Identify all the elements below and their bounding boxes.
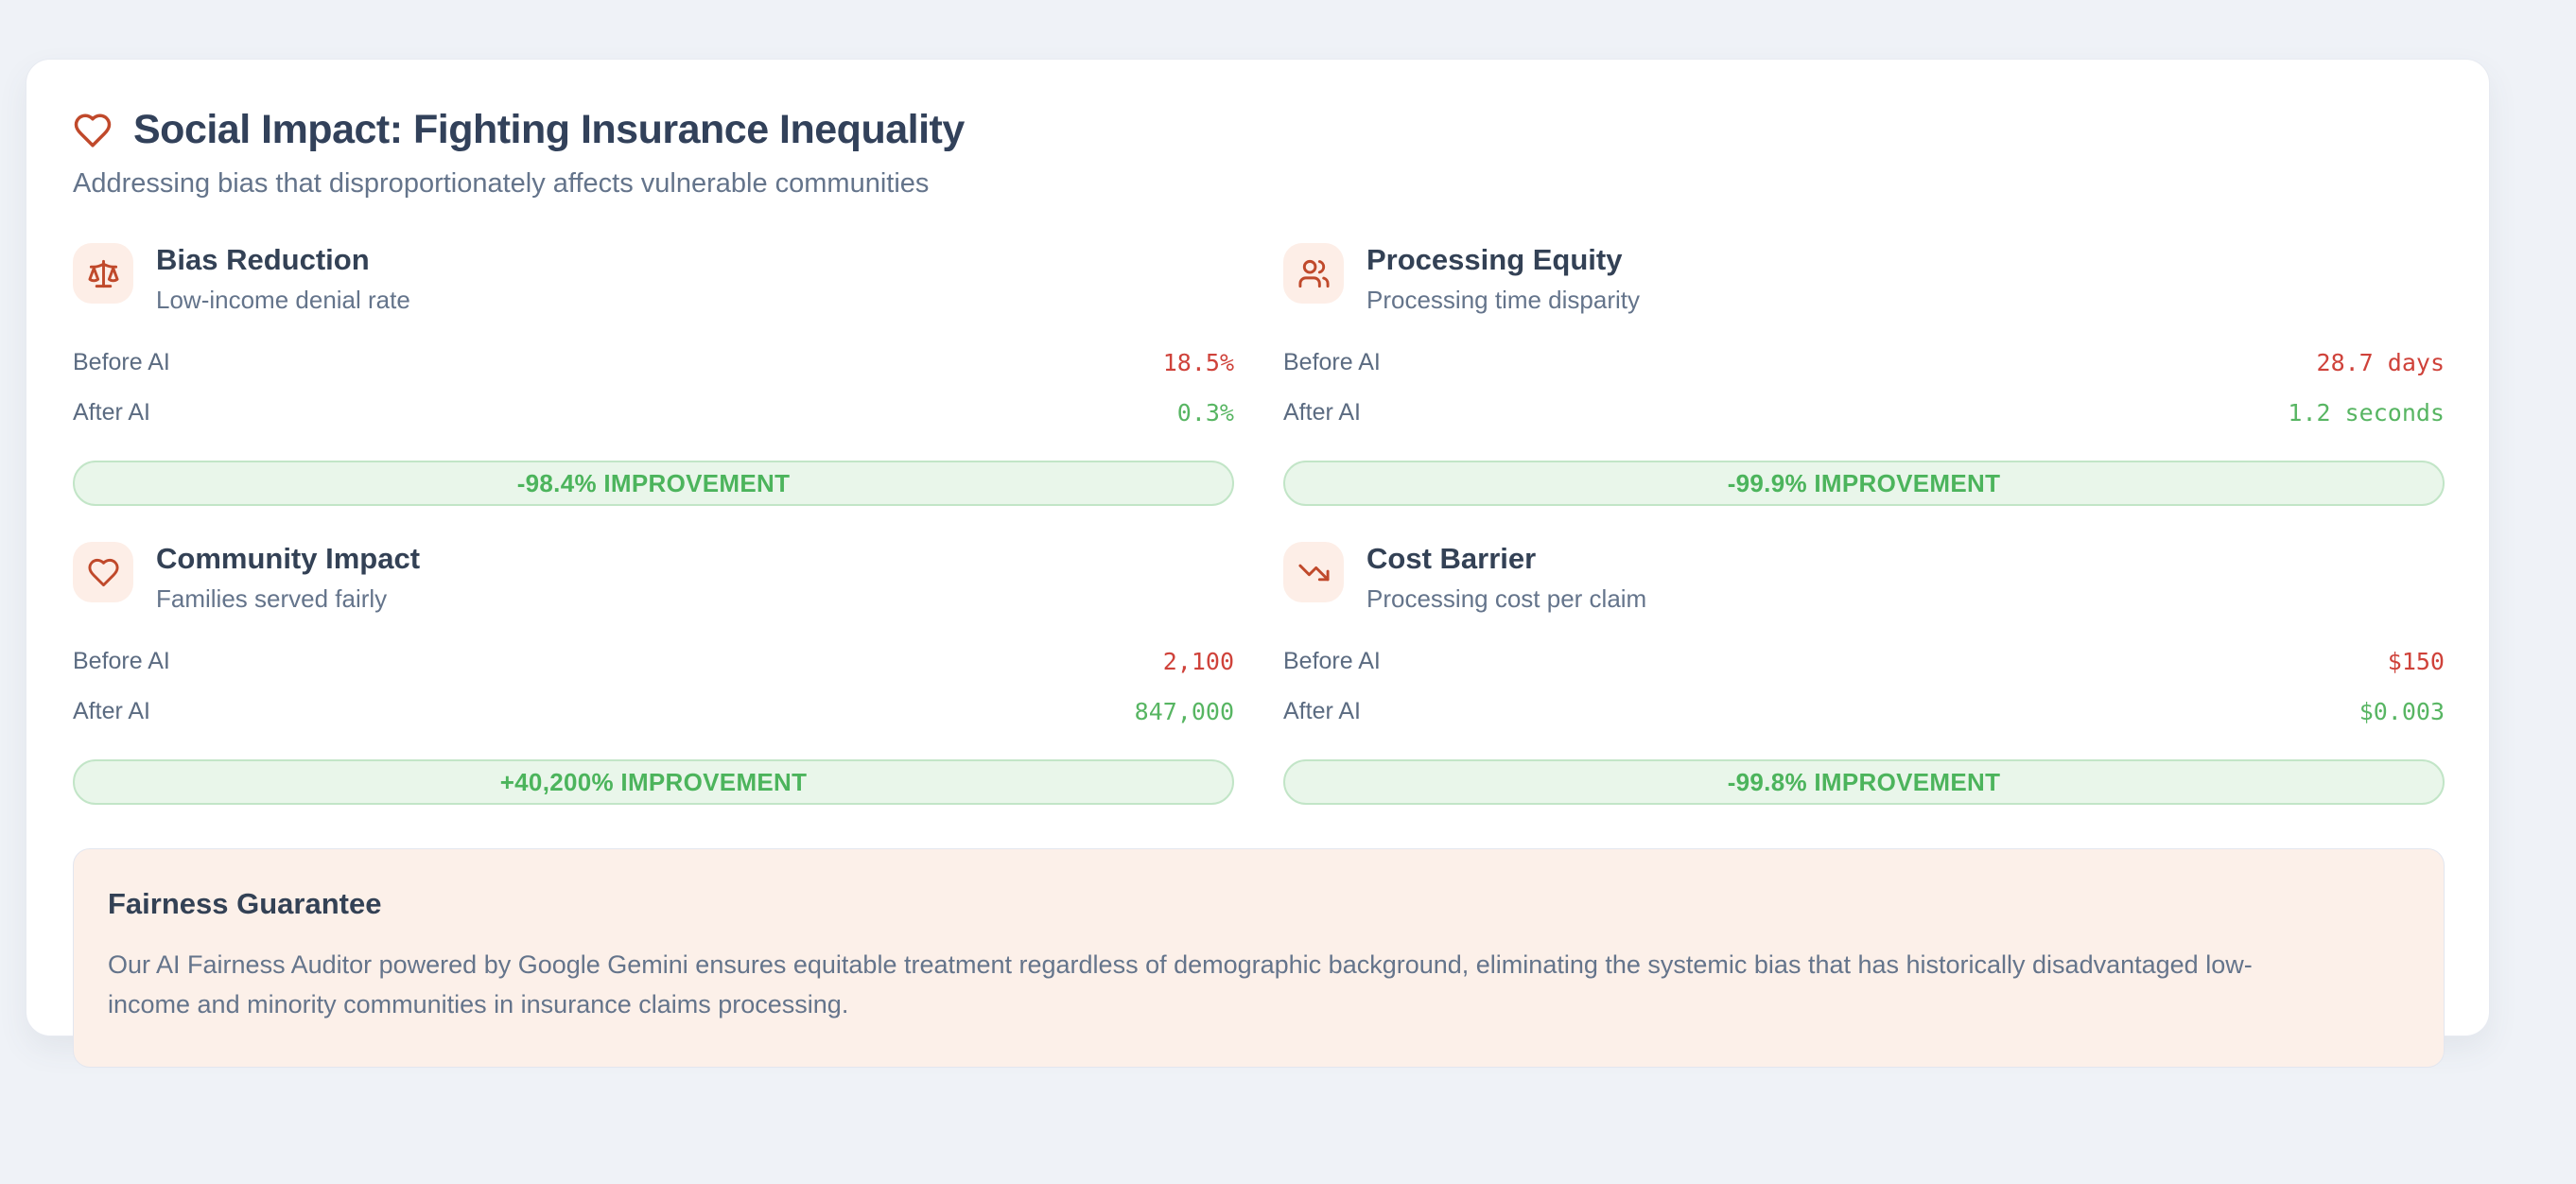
after-ai-label: After AI [1283, 698, 1361, 724]
metric-title: Processing Equity [1366, 243, 1623, 276]
fairness-guarantee-box: Fairness Guarantee Our AI Fairness Audit… [73, 848, 2445, 1068]
metric-subtitle: Processing cost per claim [1366, 584, 1647, 613]
metric-card-cost-barrier: Cost Barrier Processing cost per claim B… [1283, 542, 2445, 805]
after-ai-row: After AI 0.3% [73, 388, 1234, 438]
page-title: Social Impact: Fighting Insurance Inequa… [133, 107, 965, 152]
users-icon [1283, 243, 1344, 304]
fairness-guarantee-title: Fairness Guarantee [108, 887, 382, 920]
before-ai-label: Before AI [1283, 349, 1381, 375]
before-ai-row: Before AI 28.7 days [1283, 338, 2445, 388]
metric-title: Cost Barrier [1366, 542, 1537, 575]
before-ai-row: Before AI $150 [1283, 636, 2445, 687]
before-ai-value: 2,100 [1162, 648, 1234, 675]
before-ai-value: 28.7 days [2316, 349, 2445, 376]
after-ai-label: After AI [1283, 399, 1361, 426]
improvement-badge: -99.9% IMPROVEMENT [1283, 461, 2445, 506]
after-ai-value: 0.3% [1176, 399, 1234, 427]
social-impact-panel: Social Impact: Fighting Insurance Inequa… [26, 59, 2490, 1068]
before-ai-label: Before AI [73, 648, 170, 674]
improvement-badge: +40,200% IMPROVEMENT [73, 759, 1234, 805]
before-ai-label: Before AI [73, 349, 170, 375]
metric-card-bias-reduction: Bias Reduction Low-income denial rate Be… [73, 243, 1234, 506]
metric-card-processing-equity: Processing Equity Processing time dispar… [1283, 243, 2445, 506]
page-header: Social Impact: Fighting Insurance Inequa… [73, 107, 2445, 200]
metrics-grid: Bias Reduction Low-income denial rate Be… [73, 243, 2445, 805]
improvement-badge: -98.4% IMPROVEMENT [73, 461, 1234, 506]
before-ai-value: $150 [2387, 648, 2445, 675]
metric-title: Community Impact [156, 542, 421, 575]
before-ai-value: 18.5% [1162, 349, 1234, 376]
after-ai-row: After AI $0.003 [1283, 687, 2445, 737]
trending-down-icon [1283, 542, 1344, 602]
before-ai-row: Before AI 18.5% [73, 338, 1234, 388]
metric-title: Bias Reduction [156, 243, 370, 276]
after-ai-row: After AI 847,000 [73, 687, 1234, 737]
metric-subtitle: Families served fairly [156, 584, 388, 613]
improvement-badge: -99.8% IMPROVEMENT [1283, 759, 2445, 805]
metric-card-community-impact: Community Impact Families served fairly … [73, 542, 1234, 805]
after-ai-label: After AI [73, 698, 150, 724]
before-ai-label: Before AI [1283, 648, 1381, 674]
after-ai-value: $0.003 [2358, 698, 2445, 725]
fairness-guarantee-body: Our AI Fairness Auditor powered by Googl… [108, 950, 2253, 1019]
heart-icon [73, 542, 133, 602]
after-ai-value: 1.2 seconds [2288, 399, 2445, 427]
metric-subtitle: Low-income denial rate [156, 286, 410, 314]
heart-icon [74, 113, 112, 147]
metric-subtitle: Processing time disparity [1366, 286, 1640, 314]
after-ai-label: After AI [73, 399, 150, 426]
after-ai-value: 847,000 [1134, 698, 1234, 725]
before-ai-row: Before AI 2,100 [73, 636, 1234, 687]
after-ai-row: After AI 1.2 seconds [1283, 388, 2445, 438]
scale-icon [73, 243, 133, 304]
page-subtitle: Addressing bias that disproportionately … [73, 168, 930, 199]
